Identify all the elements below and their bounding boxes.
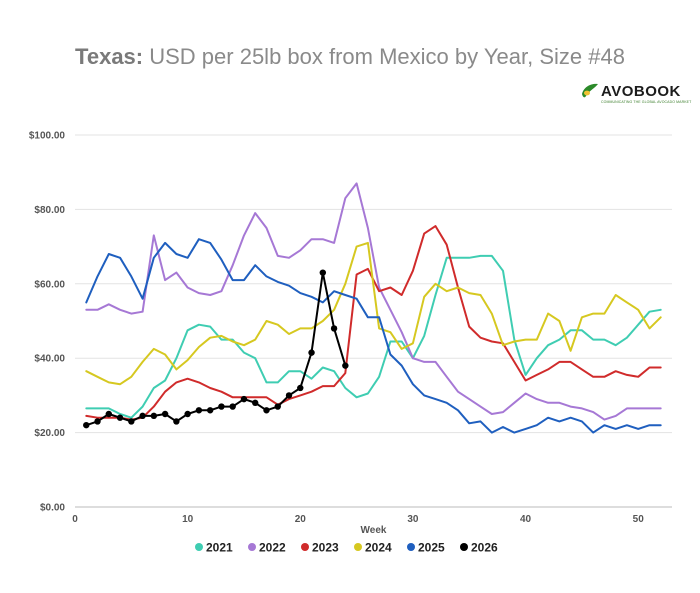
legend-label-2025: 2025	[418, 541, 445, 555]
data-point-2026	[297, 384, 304, 392]
y-tick-label: $20.00	[34, 428, 65, 439]
legend-marker-2023	[301, 543, 309, 551]
data-point-2026	[94, 418, 101, 425]
data-point-2026	[308, 349, 315, 356]
data-point-2026	[83, 421, 90, 429]
data-point-2026	[184, 410, 191, 418]
legend-label-2022: 2022	[259, 541, 286, 555]
data-point-2026	[116, 414, 124, 421]
logo-tagline: COMMUNICATING THE GLOBAL AVOCADO MARKET	[601, 100, 692, 104]
data-point-2026	[263, 407, 270, 414]
series-lines	[83, 182, 662, 434]
x-tick-label: 30	[407, 514, 419, 525]
legend-marker-2021	[195, 543, 203, 551]
data-point-2026	[342, 362, 349, 369]
y-tick-label: $40.00	[34, 354, 65, 365]
series-line-2024	[85, 241, 662, 386]
data-point-2026	[218, 403, 225, 410]
logo-wordmark: AVOBOOK	[601, 83, 681, 100]
data-point-2026	[105, 410, 112, 418]
data-point-2026	[240, 395, 248, 403]
avobook-logo: AVOBOOK COMMUNICATING THE GLOBAL AVOCADO…	[580, 80, 691, 108]
data-point-2026	[274, 403, 281, 410]
x-tick-label: 10	[182, 514, 194, 525]
data-point-2026	[319, 269, 327, 276]
legend-label-2023: 2023	[312, 541, 339, 555]
y-tick-label: $100.00	[29, 131, 66, 142]
y-tick-label: $60.00	[34, 279, 65, 290]
series-line-2025	[85, 238, 662, 434]
chart-title: Texas: USD per 25lb box from Mexico by Y…	[0, 44, 700, 70]
x-tick-label: 50	[633, 514, 645, 525]
x-tick-label: 0	[72, 514, 78, 525]
series-line-2022	[85, 182, 662, 421]
legend-label-2026: 2026	[471, 541, 498, 555]
x-tick-label: 40	[520, 514, 532, 525]
y-tick-label: $0.00	[40, 503, 65, 514]
y-tick-label: $80.00	[34, 205, 65, 216]
legend: 2021 2022 2023 2024 2025 2026	[195, 541, 498, 555]
data-point-2026	[173, 418, 180, 425]
chart-title-text: USD per 25lb box from Mexico by Year, Si…	[143, 44, 625, 69]
legend-marker-2022	[248, 543, 256, 551]
avocado-logo-icon	[582, 83, 598, 98]
data-point-2026	[285, 392, 293, 399]
data-point-2026	[252, 399, 259, 407]
legend-label-2024: 2024	[365, 541, 392, 555]
data-point-2026	[229, 403, 236, 410]
axes: $0.00 $20.00 $40.00 $60.00 $80.00 $100.00 0 10 2…	[29, 131, 644, 526]
grid-lines	[75, 134, 672, 508]
data-point-2026	[150, 412, 158, 420]
x-tick-label: 20	[295, 514, 307, 525]
legend-marker-2026	[460, 543, 468, 551]
legend-marker-2025	[407, 543, 415, 551]
data-point-2026	[330, 325, 338, 332]
data-point-2026	[128, 418, 135, 425]
data-point-2026	[161, 410, 169, 418]
data-point-2026	[139, 412, 146, 420]
x-axis-label: Week	[361, 525, 387, 536]
legend-marker-2024	[354, 543, 362, 551]
legend-label-2021: 2021	[206, 541, 233, 555]
data-point-2026	[206, 407, 214, 414]
data-point-2026	[195, 407, 203, 414]
chart-title-region: Texas:	[75, 44, 144, 69]
